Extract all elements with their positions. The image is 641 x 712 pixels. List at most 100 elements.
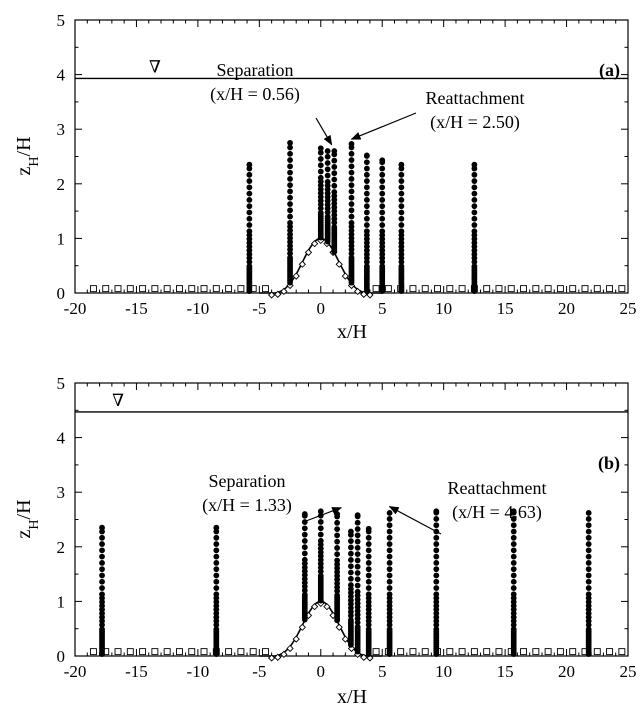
x-tick-label: 20 — [558, 299, 575, 318]
profile-dot — [398, 228, 405, 235]
profile-dot — [386, 585, 393, 591]
y-tick-label: 4 — [57, 429, 66, 448]
annotation-arrow — [315, 117, 333, 146]
profile-dot — [213, 553, 220, 560]
surface-square-marker — [163, 648, 171, 656]
profile-dot — [347, 538, 354, 545]
profile-dot — [363, 228, 370, 235]
profile-dot — [287, 219, 293, 226]
profile-dot — [287, 201, 293, 207]
profile-dot — [398, 161, 405, 168]
profile-dot — [354, 532, 361, 539]
profile-dot — [213, 524, 220, 531]
surface-square-marker — [237, 285, 245, 293]
profile-dot — [99, 566, 105, 573]
profile-dot — [246, 263, 253, 270]
bump-marker — [335, 260, 343, 268]
y-tick-label: 4 — [57, 66, 66, 85]
profile-dot — [510, 585, 517, 591]
profile-dot — [471, 197, 478, 203]
y-tick-label: 3 — [57, 120, 66, 139]
profile-dot — [287, 175, 293, 182]
profile-dot — [246, 222, 253, 228]
x-tick-label: 0 — [317, 299, 326, 318]
profile-dot — [510, 534, 517, 541]
profile-dot — [386, 591, 393, 598]
profile-dot — [365, 578, 372, 585]
bump-marker — [274, 653, 282, 661]
chart-panel-a: -20 -15 -10 -5 0 5 10 15 20 25 0 1 2 3 4 5 ∇ Separation… — [13, 11, 637, 343]
surface-square-marker — [483, 648, 491, 656]
profile-dot — [246, 228, 253, 235]
x-tick-label: -5 — [252, 662, 266, 681]
profile-dot — [365, 547, 372, 554]
profile-dot — [471, 190, 478, 197]
bump-marker — [341, 635, 349, 643]
profile-dot — [386, 553, 393, 560]
surface-square-marker — [421, 648, 429, 656]
surface-square-marker — [409, 285, 417, 293]
surface-square-marker — [507, 285, 515, 293]
annotation-value: (x/H = 4.63) — [452, 502, 542, 523]
surface-square-marker — [139, 648, 147, 656]
profile-dot — [398, 197, 405, 203]
profile-dot — [334, 519, 341, 526]
profile-dot — [287, 150, 293, 157]
surface-square-marker — [458, 648, 466, 656]
annotation-arrow — [305, 507, 343, 522]
profile-dot — [348, 207, 355, 214]
surface-square-marker — [262, 648, 269, 656]
profile-dot — [324, 148, 331, 154]
profile-dot — [334, 532, 341, 539]
axis-ticks: -20 -15 -10 -5 0 5 10 15 20 25 0 1 2 3 4 5 — [57, 11, 637, 318]
surface-square-marker — [544, 648, 552, 656]
x-axis-label: x/H — [337, 686, 367, 708]
profile-dot — [379, 209, 386, 216]
profile-dot — [510, 578, 517, 585]
surface-square-marker — [606, 285, 614, 293]
profile-dot — [213, 626, 220, 633]
profile-dot — [317, 156, 324, 162]
surface-square-marker — [495, 648, 503, 656]
surface-square-marker — [212, 285, 220, 293]
surface-square-marker — [372, 648, 380, 656]
profile-dot — [99, 534, 105, 541]
profile-dot — [317, 519, 324, 525]
bump-marker — [274, 290, 282, 298]
profile-dot — [287, 139, 293, 146]
profile-dot — [213, 534, 220, 541]
annotations: Separation (x/H = 0.56) Reattachment (x/H =… — [210, 60, 524, 146]
profile-dot — [324, 153, 331, 160]
profile-dot — [585, 516, 592, 522]
profile-dot — [386, 547, 393, 554]
surface-square-marker — [569, 285, 577, 293]
annotation-label: Reattachment — [448, 478, 547, 498]
surface-square-marker — [520, 285, 527, 293]
annotation-value: (x/H = 1.33) — [202, 495, 292, 516]
profile-dot — [331, 164, 338, 170]
surface-square-marker — [532, 648, 540, 656]
profile-dot — [317, 508, 324, 515]
profile-dot — [379, 203, 386, 210]
annotation-value: (x/H = 2.50) — [430, 112, 520, 133]
profile-dot — [301, 550, 308, 557]
profile-dot — [213, 547, 220, 554]
profile-dot — [363, 190, 370, 197]
profile-dot — [99, 578, 105, 585]
annotation-arrow — [388, 506, 442, 535]
profile-dot — [379, 190, 386, 197]
surface-square-marker — [225, 648, 233, 656]
profile-dot — [331, 170, 338, 177]
x-tick-label: 5 — [378, 299, 387, 318]
surface-square-marker — [384, 285, 392, 293]
surface-square-marker — [593, 648, 601, 656]
profile-dot — [379, 197, 386, 203]
profile-dot — [213, 541, 220, 547]
profile-dot — [585, 585, 592, 591]
profile-dot — [365, 553, 372, 560]
surface-square-marker — [495, 285, 503, 293]
velocity-profiles — [246, 139, 478, 294]
profile-dot — [386, 534, 393, 541]
profile-dot — [287, 157, 293, 163]
